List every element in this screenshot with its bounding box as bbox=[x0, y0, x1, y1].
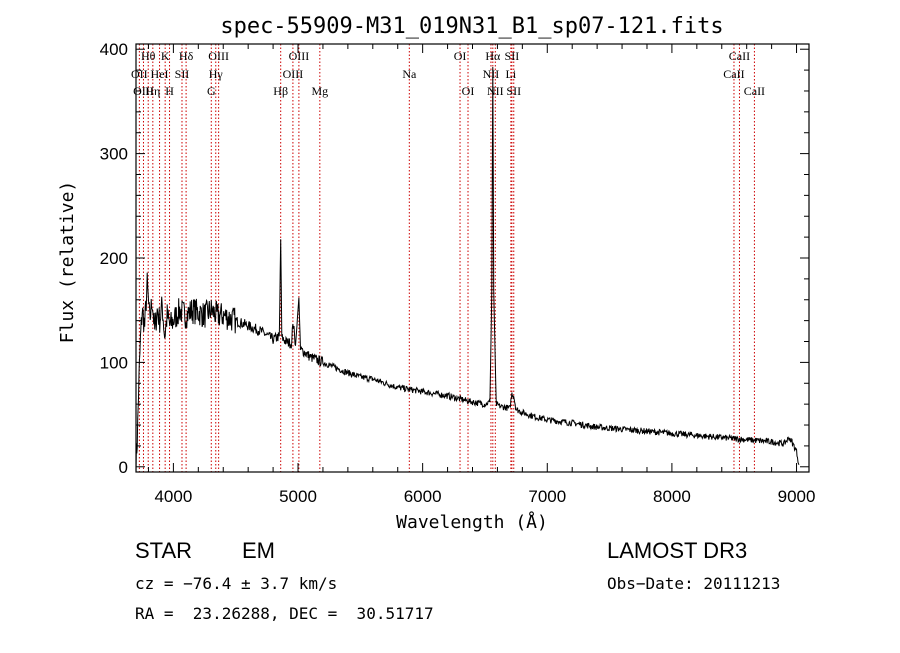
spectral-line-label: Hη bbox=[145, 84, 160, 98]
x-tick-label: 7000 bbox=[528, 487, 566, 506]
spectral-line-label: SII bbox=[506, 84, 521, 98]
y-axis-ticks: 0 100 200 300 400 bbox=[100, 40, 809, 477]
observation-date: Obs−Date: 20111213 bbox=[607, 574, 781, 593]
spectral-line-label: NII bbox=[483, 67, 500, 81]
spectral-line-label: OIII bbox=[283, 67, 304, 81]
spectral-line-label: SII bbox=[505, 49, 520, 63]
y-axis-label: Flux (relative) bbox=[57, 181, 78, 344]
plot-frame bbox=[135, 43, 810, 473]
spectrum-line bbox=[136, 66, 800, 472]
spectral-line-label: CaII bbox=[723, 67, 744, 81]
spectral-line-label: HeI bbox=[151, 67, 169, 81]
x-tick-label: 6000 bbox=[404, 487, 442, 506]
spectral-line-markers bbox=[138, 44, 755, 472]
spectral-line-label: K bbox=[161, 49, 170, 63]
spectral-line-label: G bbox=[207, 84, 216, 98]
spectral-line-label: OII bbox=[131, 67, 148, 81]
spectral-line-label: Na bbox=[402, 67, 417, 81]
x-tick-label: 5000 bbox=[279, 487, 317, 506]
spectral-line-label: CaII bbox=[729, 49, 750, 63]
redshift-readout: cz = −76.4 ± 3.7 km/s bbox=[135, 574, 338, 593]
x-tick-label: 9000 bbox=[778, 487, 816, 506]
spectral-line-label: NII bbox=[487, 84, 504, 98]
coordinates-readout: RA = 23.26288, DEC = 30.51717 bbox=[135, 604, 434, 623]
spectrum-series bbox=[136, 66, 800, 472]
spectral-line-label: OIII bbox=[133, 84, 154, 98]
spectral-line-label: OI bbox=[454, 49, 467, 63]
spectral-line-label: Mg bbox=[311, 84, 328, 98]
spectral-line-label: SII bbox=[175, 67, 190, 81]
y-tick-label: 0 bbox=[119, 458, 128, 477]
chart-title: spec-55909-M31_019N31_B1_sp07-121.fits bbox=[220, 14, 723, 39]
survey-name: LAMOST DR3 bbox=[607, 538, 748, 563]
object-subclass: EM bbox=[242, 538, 275, 563]
x-axis-label: Wavelength (Å) bbox=[396, 511, 548, 533]
spectral-line-label: OIII bbox=[208, 49, 229, 63]
spectral-line-label: Hβ bbox=[273, 84, 288, 98]
spectral-line-label: H bbox=[165, 84, 174, 98]
spectral-line-label: CaII bbox=[744, 84, 765, 98]
spectral-line-label: OIII bbox=[289, 49, 310, 63]
y-tick-label: 100 bbox=[100, 353, 128, 372]
spectral-line-label: Hθ bbox=[141, 49, 156, 63]
object-class: STAR bbox=[135, 538, 193, 563]
spectral-line-label: Hα bbox=[485, 49, 501, 63]
spectral-line-label: Li bbox=[506, 67, 517, 81]
x-tick-label: 4000 bbox=[154, 487, 192, 506]
spectral-line-label: Hδ bbox=[179, 49, 194, 63]
x-axis-ticks: 4000 5000 6000 7000 8000 9000 bbox=[147, 44, 816, 506]
spectral-line-label: OI bbox=[462, 84, 475, 98]
y-tick-label: 300 bbox=[100, 145, 128, 164]
y-tick-label: 400 bbox=[100, 40, 128, 59]
x-tick-label: 8000 bbox=[653, 487, 691, 506]
y-tick-label: 200 bbox=[100, 249, 128, 268]
spectral-line-label: Hγ bbox=[209, 67, 224, 81]
